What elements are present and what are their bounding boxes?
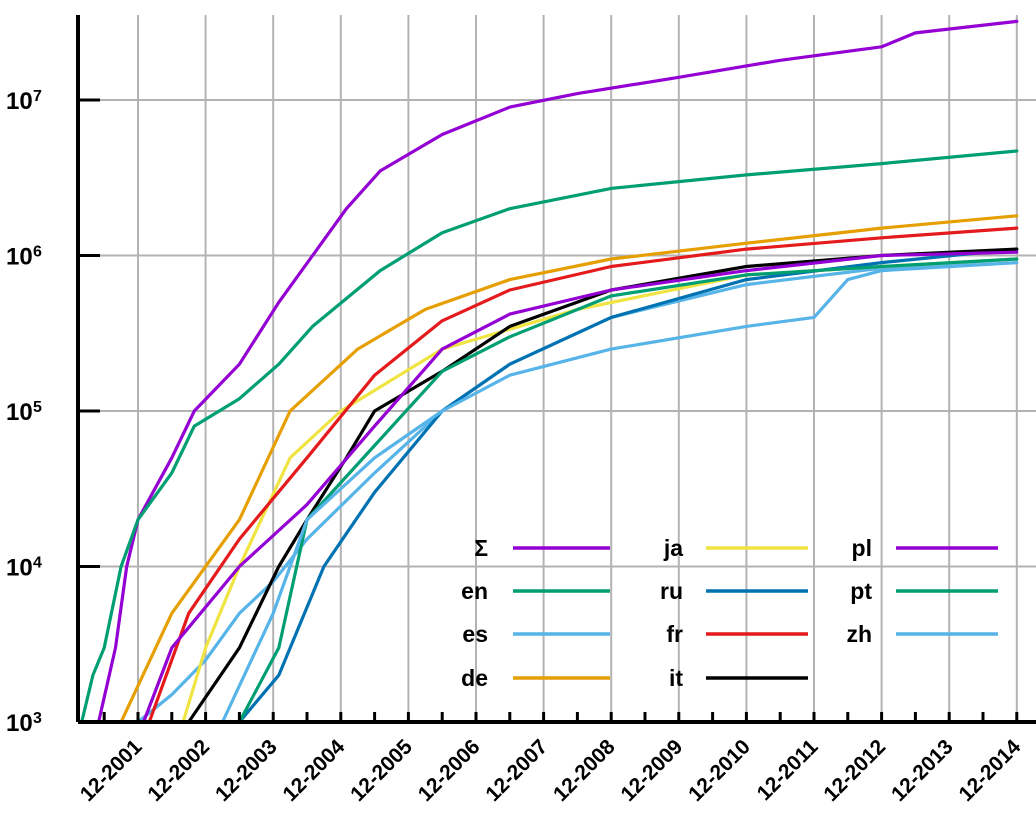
- legend-item: pl: [852, 535, 998, 561]
- x-tick-label: 12-2010: [684, 735, 755, 806]
- y-tick-base: 10: [6, 244, 33, 271]
- series-lines: [80, 19, 1019, 724]
- legend-label: Σ: [474, 535, 488, 561]
- series-line-pl: [142, 250, 1019, 724]
- legend-label: en: [461, 578, 488, 604]
- series-line-ja: [181, 257, 1019, 724]
- x-tick-label: 12-2004: [279, 735, 350, 806]
- y-tick-exponent: 6: [33, 244, 42, 261]
- legend-item: ru: [660, 578, 808, 604]
- legend-item: zh: [846, 621, 998, 647]
- series-line-ru: [237, 247, 1019, 724]
- legend-item: Σ: [474, 535, 610, 561]
- y-tick-label: 10 6: [6, 244, 42, 271]
- axes: [76, 15, 1036, 724]
- y-tick-label: 10 3: [6, 710, 42, 737]
- legend-label: ja: [663, 535, 683, 561]
- legend-label: fr: [666, 621, 683, 647]
- y-tick-exponent: 5: [33, 399, 42, 416]
- y-tick-base: 10: [6, 88, 33, 115]
- x-tick-label: 12-2008: [549, 735, 620, 806]
- y-tick-label: 10 7: [6, 88, 42, 115]
- legend-label: zh: [846, 621, 872, 647]
- y-tick-exponent: 4: [33, 555, 42, 572]
- series-line-it: [187, 247, 1019, 724]
- x-tick-label: 12-2001: [76, 735, 147, 806]
- series-line-en: [80, 149, 1019, 724]
- y-tick-label: 10 4: [6, 555, 42, 582]
- x-tick-label: 12-2005: [346, 735, 417, 806]
- legend-label: pt: [850, 578, 872, 604]
- y-tick-base: 10: [6, 555, 33, 582]
- x-tick-label: 12-2009: [617, 735, 688, 806]
- legend-label: ru: [660, 578, 683, 604]
- legend-item: pt: [850, 578, 998, 604]
- series-line-pt: [237, 257, 1019, 724]
- legend-item: ja: [663, 535, 808, 561]
- series-line-zh: [220, 261, 1019, 724]
- y-tick-label: 10 5: [6, 399, 42, 426]
- series-line-es: [136, 257, 1019, 724]
- legend-label: es: [462, 621, 488, 647]
- x-tick-label: 12-2012: [819, 735, 890, 806]
- x-tick-label: 12-2006: [414, 735, 485, 806]
- x-tick-label: 12-2014: [955, 735, 1026, 806]
- legend-label: pl: [852, 535, 872, 561]
- series-line-de: [119, 214, 1019, 724]
- legend-item: fr: [666, 621, 808, 647]
- y-tick-base: 10: [6, 710, 33, 737]
- y-tick-exponent: 7: [33, 88, 42, 105]
- legend-item: es: [462, 621, 610, 647]
- series-line-fr: [147, 226, 1019, 724]
- y-tick-exponent: 3: [33, 710, 42, 727]
- x-tick-label: 12-2002: [143, 735, 214, 806]
- x-tick-label: 12-2011: [753, 735, 823, 805]
- y-tick-base: 10: [6, 399, 33, 426]
- legend-label: de: [461, 665, 488, 691]
- legend: Σen es de ja ru fr it pl pt zh: [461, 535, 998, 691]
- legend-label: it: [669, 665, 683, 691]
- x-tick-label: 12-2013: [887, 735, 958, 806]
- legend-item: en: [461, 578, 610, 604]
- legend-item: it: [669, 665, 808, 691]
- x-tick-label: 12-2007: [481, 735, 552, 806]
- x-tick-label: 12-2003: [211, 735, 282, 806]
- legend-item: de: [461, 665, 610, 691]
- grid: [78, 15, 1036, 722]
